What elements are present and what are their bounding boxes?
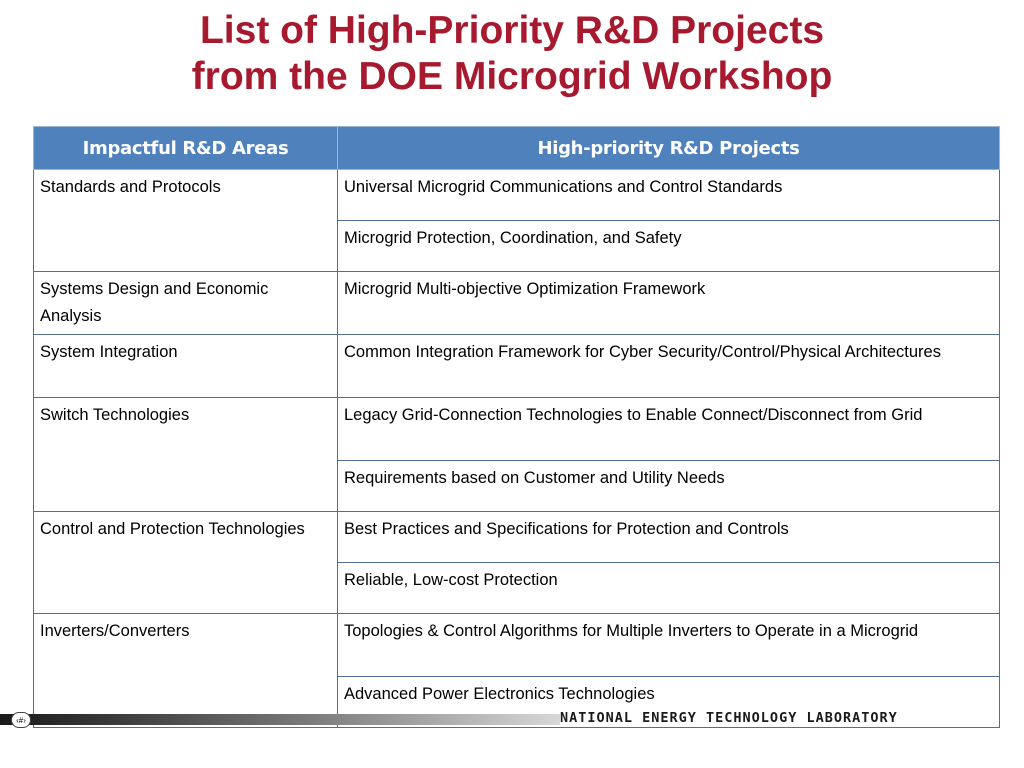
table-row: Requirements based on Customer and Utili… [34, 460, 1000, 512]
footer-gradient-band [0, 714, 560, 725]
project-cell: Reliable, Low-cost Protection [337, 562, 1000, 614]
table-row: Switch Technologies Legacy Grid-Connecti… [33, 397, 1000, 512]
netl-logo-text: NATIONAL ENERGY TECHNOLOGY LABORATORY [560, 710, 898, 726]
footer-bar: ‹#› NATIONAL ENERGY TECHNOLOGY LABORATOR… [0, 710, 1024, 728]
slide-title: List of High-Priority R&D Projects from … [0, 8, 1024, 100]
area-cell: Control and Protection Technologies [33, 511, 338, 614]
table-row: System Integration Common Integration Fr… [33, 334, 1000, 398]
area-cell: Inverters/Converters [33, 613, 338, 728]
table-row: Inverters/Converters Topologies & Contro… [33, 613, 1000, 728]
area-cell: Standards and Protocols [33, 169, 338, 272]
table-row: Control and Protection Technologies Best… [33, 511, 1000, 614]
projects-table: Impactful R&D Areas High-priority R&D Pr… [33, 126, 1000, 728]
area-cell: Switch Technologies [33, 397, 338, 512]
table-row: Microgrid Protection, Coordination, and … [34, 220, 1000, 272]
project-cell: Legacy Grid-Connection Technologies to E… [337, 397, 1000, 461]
area-cell: Systems Design and Economic Analysis [33, 271, 338, 335]
slide-title-line1: List of High-Priority R&D Projects [199, 9, 825, 52]
table-header-row: Impactful R&D Areas High-priority R&D Pr… [33, 126, 1000, 170]
header-impactful-areas: Impactful R&D Areas [33, 126, 338, 170]
project-cell: Best Practices and Specifications for Pr… [337, 511, 1000, 563]
header-high-priority-projects: High-priority R&D Projects [337, 126, 1000, 170]
project-cell: Requirements based on Customer and Utili… [337, 460, 1000, 512]
table-row: Systems Design and Economic Analysis Mic… [33, 271, 1000, 335]
project-cell: Microgrid Multi-objective Optimization F… [337, 271, 1000, 335]
project-cell: Universal Microgrid Communications and C… [337, 169, 1000, 221]
project-cell: Common Integration Framework for Cyber S… [337, 334, 1000, 398]
area-cell: System Integration [33, 334, 338, 398]
page-number-marker: ‹#› [11, 712, 31, 728]
project-cell: Topologies & Control Algorithms for Mult… [337, 613, 1000, 677]
project-cell: Microgrid Protection, Coordination, and … [337, 220, 1000, 272]
table-row: Standards and Protocols Universal Microg… [33, 169, 1000, 272]
slide-title-line2: from the DOE Microgrid Workshop [191, 55, 833, 98]
